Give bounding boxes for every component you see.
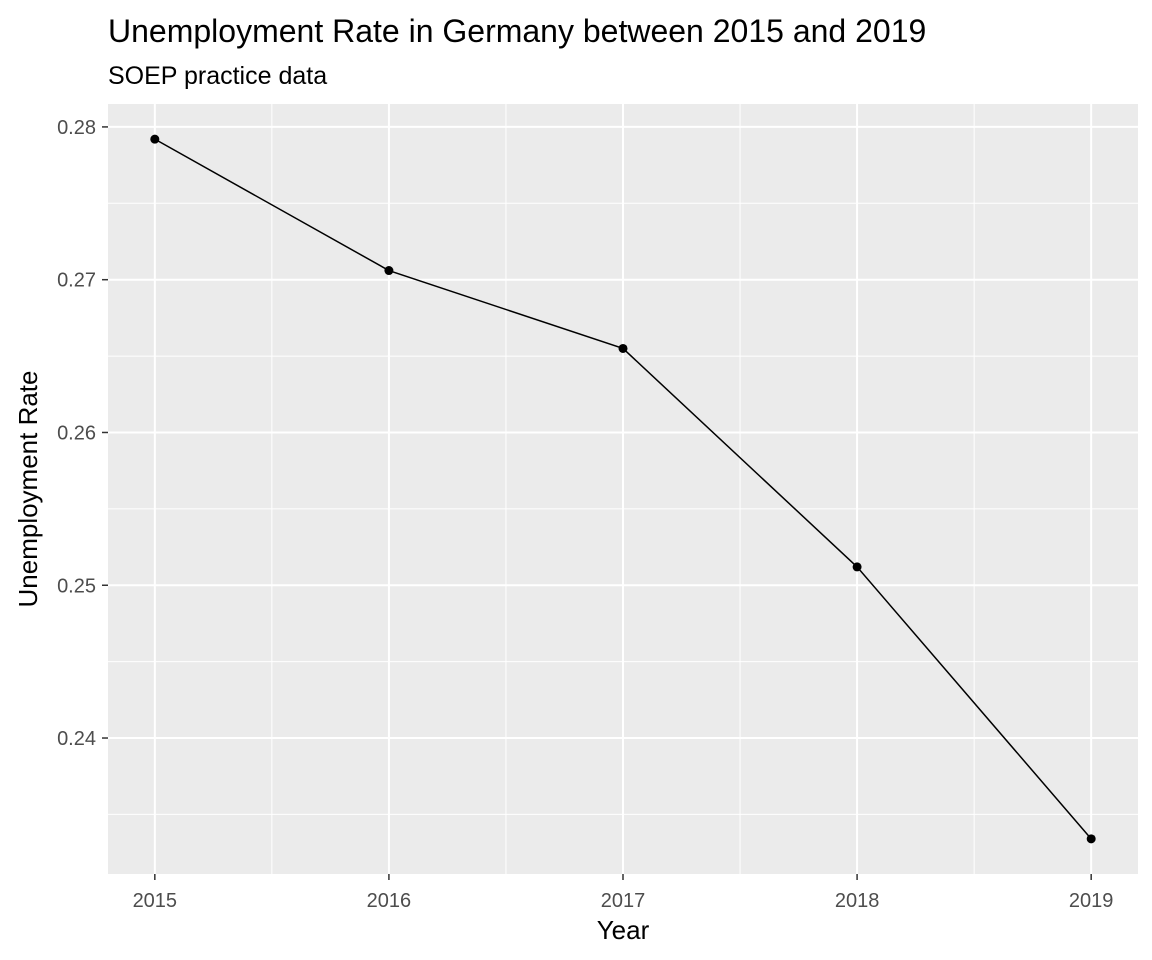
axis-ticks bbox=[102, 126, 1092, 880]
data-point bbox=[852, 562, 862, 572]
y-tick-label: 0.24 bbox=[57, 728, 96, 750]
y-tick-label: 0.27 bbox=[57, 270, 96, 292]
x-tick-label: 2017 bbox=[601, 890, 646, 912]
x-tick-label: 2019 bbox=[1069, 890, 1114, 912]
chart-title: Unemployment Rate in Germany between 201… bbox=[108, 13, 926, 49]
x-tick-label: 2015 bbox=[133, 890, 178, 912]
chart-subtitle: SOEP practice data bbox=[108, 62, 327, 90]
data-point bbox=[1086, 834, 1096, 844]
data-points bbox=[150, 134, 1096, 844]
y-tick-label: 0.25 bbox=[57, 575, 96, 597]
x-tick-label: 2016 bbox=[367, 890, 412, 912]
data-point bbox=[150, 134, 160, 144]
x-axis-title: Year bbox=[597, 915, 650, 945]
x-tick-label: 2018 bbox=[835, 890, 880, 912]
y-axis-title: Unemployment Rate bbox=[13, 371, 43, 608]
major-gridlines bbox=[108, 104, 1138, 874]
y-tick-label: 0.26 bbox=[57, 422, 96, 444]
data-point bbox=[384, 266, 394, 276]
y-tick-label: 0.28 bbox=[57, 117, 96, 139]
data-point bbox=[618, 343, 628, 353]
tick-labels: 2015 2016 2017 2018 2019 0.24 0.25 0.26 0.27 0.28 bbox=[57, 117, 1113, 912]
